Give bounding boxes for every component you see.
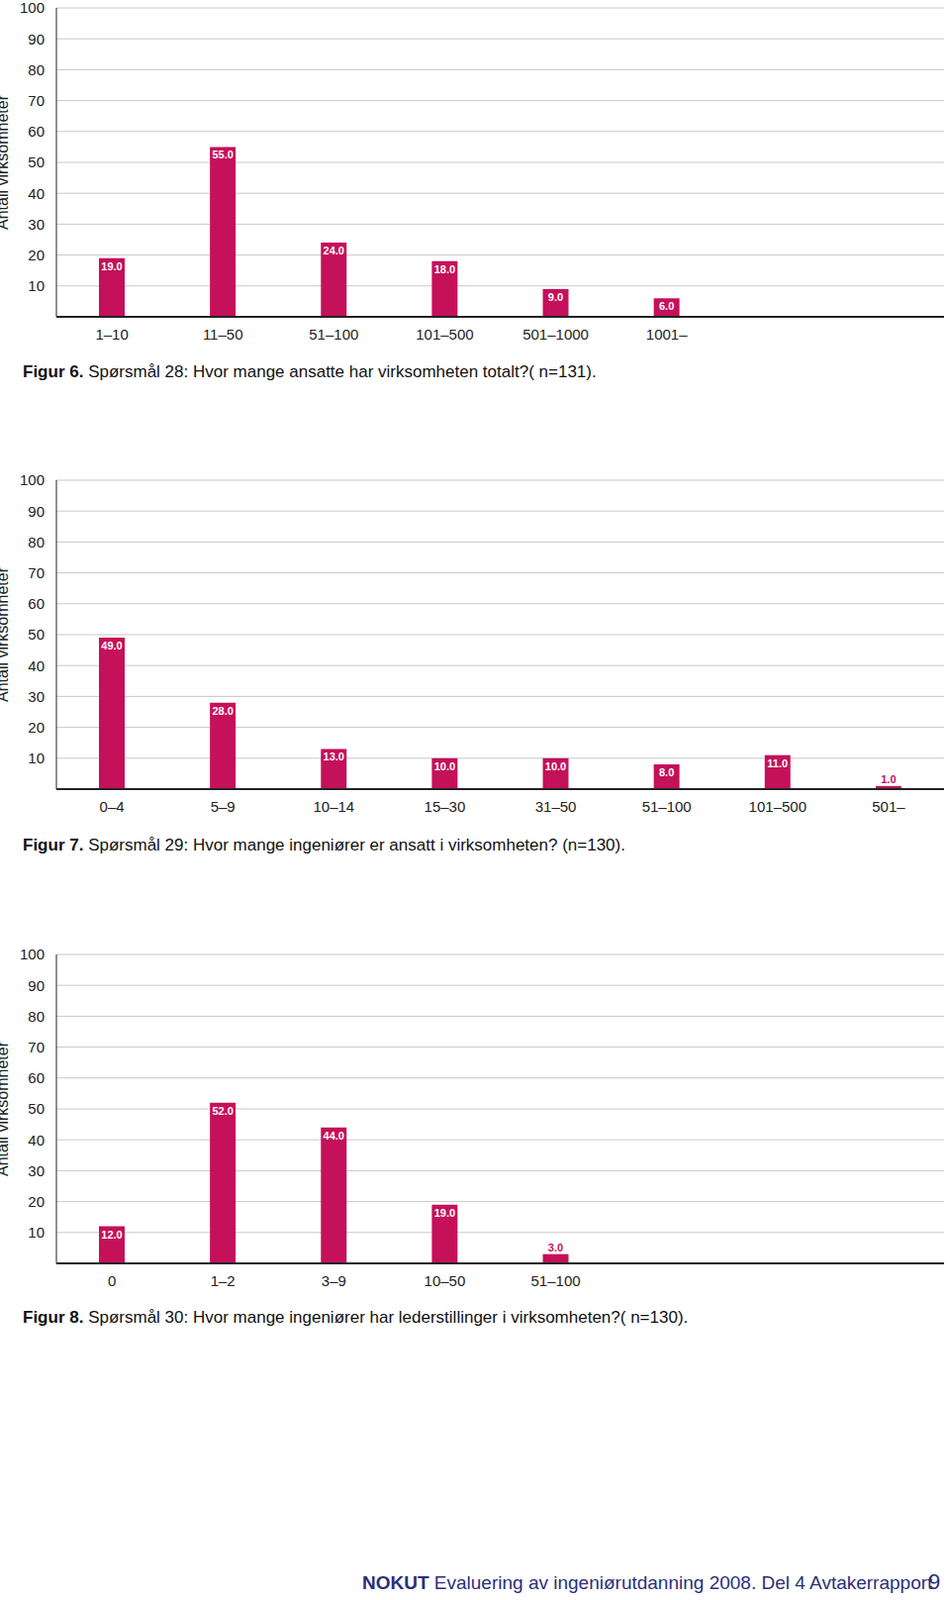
svg-text:18.0: 18.0 <box>434 263 456 276</box>
svg-text:10.0: 10.0 <box>545 760 567 772</box>
svg-text:13.0: 13.0 <box>323 750 345 762</box>
svg-text:9.0: 9.0 <box>548 290 564 303</box>
svg-text:49.0: 49.0 <box>100 639 122 652</box>
svg-text:90: 90 <box>27 502 45 520</box>
svg-text:20: 20 <box>27 1192 45 1210</box>
svg-text:80: 80 <box>27 533 45 551</box>
html-text:9: 9 <box>928 1568 941 1594</box>
svg-text:10: 10 <box>27 749 45 766</box>
svg-text:51–100: 51–100 <box>642 797 692 815</box>
svg-text:10–14: 10–14 <box>312 797 355 815</box>
svg-text:60: 60 <box>27 122 45 140</box>
svg-text:Antall virksomheter: Antall virksomheter <box>7 566 11 702</box>
svg-text:60: 60 <box>27 1068 45 1086</box>
svg-text:20: 20 <box>27 718 45 736</box>
svg-text:51–100: 51–100 <box>531 1271 581 1289</box>
svg-text:19.0: 19.0 <box>434 1206 456 1219</box>
svg-text:51–100: 51–100 <box>308 325 359 343</box>
svg-text:20: 20 <box>27 246 45 264</box>
svg-text:3.0: 3.0 <box>548 1240 564 1253</box>
svg-text:15–30: 15–30 <box>424 797 467 815</box>
svg-text:100: 100 <box>19 945 45 962</box>
svg-text:52.0: 52.0 <box>211 1104 233 1117</box>
svg-text:24.0: 24.0 <box>323 244 345 257</box>
svg-text:60: 60 <box>27 594 45 612</box>
svg-text:11.0: 11.0 <box>766 757 788 769</box>
svg-text:8.0: 8.0 <box>659 765 674 778</box>
svg-text:55.0: 55.0 <box>211 148 233 161</box>
svg-text:19.0: 19.0 <box>100 260 122 273</box>
svg-text:50: 50 <box>27 1099 45 1117</box>
svg-text:101–500: 101–500 <box>415 325 474 343</box>
svg-text:80: 80 <box>27 1007 45 1025</box>
svg-text:31–50: 31–50 <box>535 797 577 815</box>
svg-text:6.0: 6.0 <box>659 299 674 312</box>
svg-text:70: 70 <box>27 92 45 109</box>
svg-text:Antall virksomheter: Antall virksomheter <box>7 94 11 230</box>
svg-text:100: 100 <box>19 471 45 488</box>
svg-text:10: 10 <box>27 277 45 294</box>
svg-text:1.0: 1.0 <box>880 772 896 785</box>
svg-text:80: 80 <box>27 61 45 79</box>
svg-text:3–9: 3–9 <box>321 1271 347 1289</box>
svg-text:40: 40 <box>27 657 45 674</box>
svg-text:40: 40 <box>27 185 45 202</box>
html-text:Figur 8. Spørsmål 30: Hvor man: Figur 8. Spørsmål 30: Hvor mange ingeniø… <box>22 1307 689 1327</box>
svg-text:11–50: 11–50 <box>202 325 244 343</box>
svg-text:0–4: 0–4 <box>99 797 125 815</box>
html-text:Figur 6. Spørsmål 28: Hvor man: Figur 6. Spørsmål 28: Hvor mange ansatte… <box>22 362 597 381</box>
svg-text:10–50: 10–50 <box>424 1271 467 1289</box>
svg-text:44.0: 44.0 <box>323 1129 345 1141</box>
svg-text:12.0: 12.0 <box>100 1228 122 1240</box>
svg-text:100: 100 <box>19 0 45 16</box>
html-text:NOKUT Evaluering av ingeniørut: NOKUT Evaluering av ingeniørutdanning 20… <box>362 1571 933 1593</box>
svg-text:70: 70 <box>27 564 45 581</box>
svg-text:30: 30 <box>27 215 45 233</box>
svg-text:1–10: 1–10 <box>95 325 128 343</box>
svg-text:40: 40 <box>27 1131 45 1148</box>
svg-text:0: 0 <box>107 1271 116 1289</box>
svg-text:1001–: 1001– <box>646 325 688 343</box>
svg-text:50: 50 <box>27 625 45 643</box>
svg-text:Antall virksomheter: Antall virksomheter <box>7 1040 11 1176</box>
svg-text:50: 50 <box>27 153 45 171</box>
svg-text:28.0: 28.0 <box>211 704 233 717</box>
svg-text:70: 70 <box>27 1038 45 1055</box>
svg-text:30: 30 <box>27 687 45 705</box>
svg-text:90: 90 <box>27 976 45 994</box>
svg-text:501–: 501– <box>871 797 906 815</box>
svg-text:90: 90 <box>27 30 45 48</box>
svg-text:101–500: 101–500 <box>749 797 807 815</box>
svg-text:501–1000: 501–1000 <box>522 325 589 343</box>
html-text:Figur 7. Spørsmål 29: Hvor man: Figur 7. Spørsmål 29: Hvor mange ingeniø… <box>22 835 626 855</box>
svg-text:30: 30 <box>27 1161 45 1179</box>
svg-text:10: 10 <box>27 1223 45 1240</box>
svg-text:1–2: 1–2 <box>210 1271 236 1289</box>
svg-text:5–9: 5–9 <box>210 797 236 815</box>
svg-text:10.0: 10.0 <box>434 760 456 772</box>
